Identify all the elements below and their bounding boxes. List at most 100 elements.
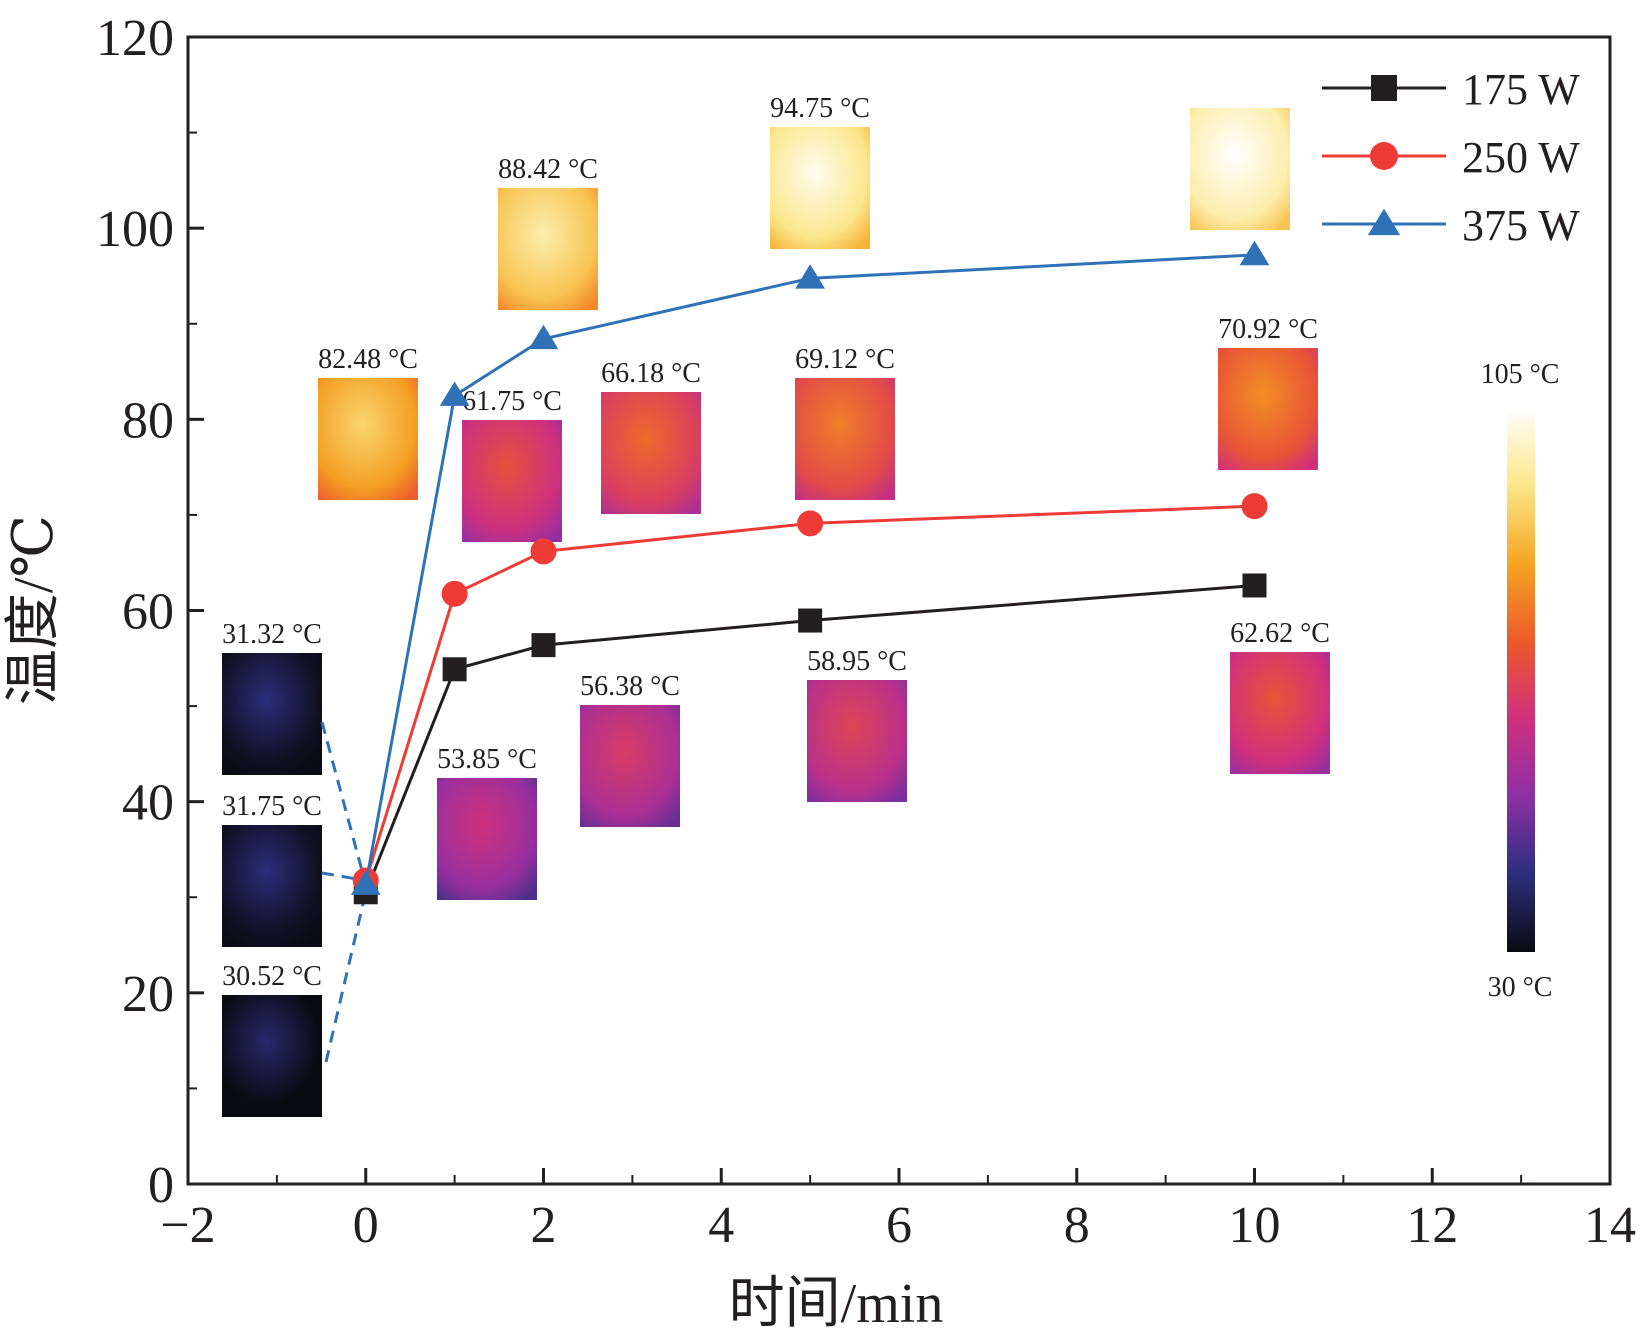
thermal-image-label: 58.95 °C	[807, 646, 907, 677]
thermal-image-tile	[222, 825, 322, 947]
thermal-image-label: 94.75 °C	[770, 93, 870, 124]
thermal-image-tile	[1190, 108, 1290, 230]
y-axis-title: 温度/℃	[3, 515, 65, 705]
y-tick-label: 0	[148, 1157, 174, 1214]
series-250w	[352, 493, 1268, 894]
x-tick-label: 4	[708, 1197, 734, 1254]
x-tick-label: 0	[353, 1197, 379, 1254]
y-tick-label: 80	[122, 392, 174, 449]
thermal-leader-lines	[320, 721, 368, 1063]
thermal-image: 62.62 °C	[1230, 618, 1330, 774]
thermal-image: 82.48 °C	[318, 344, 418, 500]
data-point	[1241, 493, 1268, 520]
data-point	[1242, 573, 1267, 598]
thermal-image: 30.52 °C	[222, 961, 322, 1117]
x-tick-label: 12	[1406, 1197, 1458, 1254]
color-scale-max-label: 105 °C	[1481, 359, 1560, 390]
thermal-image-label: 69.12 °C	[795, 344, 895, 375]
thermal-image: 56.38 °C	[580, 671, 680, 827]
data-point	[795, 264, 826, 289]
thermal-image-tile	[222, 995, 322, 1117]
color-scale-min-label: 30 °C	[1488, 972, 1553, 1003]
legend-item: 250 W	[1322, 133, 1580, 182]
y-tick-label: 60	[122, 584, 174, 641]
thermal-image-tile	[770, 127, 870, 249]
thermal-image: 31.32 °C	[222, 619, 322, 775]
thermal-image-tile	[807, 680, 907, 802]
y-tick-label: 100	[96, 201, 174, 258]
thermal-image-label: 66.18 °C	[601, 358, 701, 389]
legend-item: 375 W	[1322, 201, 1580, 250]
thermal-image: 94.75 °C	[770, 93, 870, 249]
color-scale-bar: 105 °C 30 °C	[1481, 359, 1560, 1003]
thermal-images: 31.32 °C 31.75 °C 30.52 °C 82.48 °C 88.42 °C…	[222, 93, 1330, 1117]
color-scale-rect	[1507, 407, 1535, 952]
data-point	[441, 580, 468, 607]
thermal-image-label: 53.85 °C	[437, 744, 537, 775]
thermal-image	[1190, 108, 1290, 230]
thermal-image-label: 61.75 °C	[462, 386, 562, 417]
thermal-image-tile	[222, 653, 322, 775]
thermal-image-label: 30.52 °C	[222, 961, 322, 992]
thermal-image-tile	[601, 392, 701, 514]
thermal-image: 31.75 °C	[222, 791, 322, 947]
x-axis-ticks: −2 0 2 4 6 8 10 12 14	[160, 1168, 1636, 1254]
thermal-image-tile	[580, 705, 680, 827]
thermal-image-label: 31.32 °C	[222, 619, 322, 650]
thermal-image-label: 82.48 °C	[318, 344, 418, 375]
plot-frame	[186, 35, 1612, 1186]
data-point	[442, 657, 467, 682]
x-axis-title: 时间/min	[729, 1273, 944, 1335]
legend: 175 W 250 W 375 W	[1322, 65, 1580, 250]
x-tick-label: 10	[1229, 1197, 1281, 1254]
data-point	[350, 870, 381, 895]
x-tick-label: 8	[1064, 1197, 1090, 1254]
data-point	[531, 633, 556, 658]
y-tick-label: 120	[96, 10, 174, 67]
thermal-image-tile	[795, 378, 895, 500]
y-tick-label: 40	[122, 775, 174, 832]
x-tick-label: 2	[531, 1197, 557, 1254]
leader-line	[320, 721, 368, 886]
legend-label: 375 W	[1462, 201, 1580, 250]
thermal-image-tile	[462, 420, 562, 542]
thermal-image: 58.95 °C	[807, 646, 907, 802]
y-axis-ticks: 0 20 40 60 80 100 120	[96, 10, 204, 1214]
data-point	[1370, 142, 1398, 170]
thermal-image-label: 62.62 °C	[1230, 618, 1330, 649]
series-lines	[350, 240, 1270, 905]
thermal-image-tile	[1230, 652, 1330, 774]
x-tick-label: 6	[886, 1197, 912, 1254]
data-point	[530, 538, 557, 565]
leader-line	[321, 871, 367, 883]
legend-item: 175 W	[1322, 65, 1580, 114]
thermal-image: 70.92 °C	[1218, 314, 1318, 470]
thermal-image: 88.42 °C	[498, 154, 598, 310]
data-point	[439, 381, 470, 406]
thermal-image: 53.85 °C	[437, 744, 537, 900]
leader-line	[324, 891, 368, 1063]
thermal-image-label: 56.38 °C	[580, 671, 680, 702]
data-point	[1239, 240, 1270, 266]
thermal-image-tile	[1218, 348, 1318, 470]
thermal-image-tile	[437, 778, 537, 900]
thermal-image: 61.75 °C	[462, 386, 562, 542]
data-point	[798, 608, 823, 633]
x-tick-label: −2	[160, 1197, 215, 1254]
data-point	[1367, 208, 1401, 236]
thermal-image-label: 88.42 °C	[498, 154, 598, 185]
thermal-image-tile	[318, 378, 418, 500]
thermal-image-label: 70.92 °C	[1218, 314, 1318, 345]
series-375w	[350, 240, 1270, 895]
legend-label: 175 W	[1462, 65, 1580, 114]
thermal-image-tile	[498, 188, 598, 310]
thermal-image-label: 31.75 °C	[222, 791, 322, 822]
data-point	[1371, 75, 1397, 101]
data-point	[797, 510, 824, 537]
legend-label: 250 W	[1462, 133, 1580, 182]
thermal-image: 69.12 °C	[795, 344, 895, 500]
x-tick-label: 14	[1584, 1197, 1636, 1254]
data-point	[528, 324, 559, 350]
thermal-image: 66.18 °C	[601, 358, 701, 514]
